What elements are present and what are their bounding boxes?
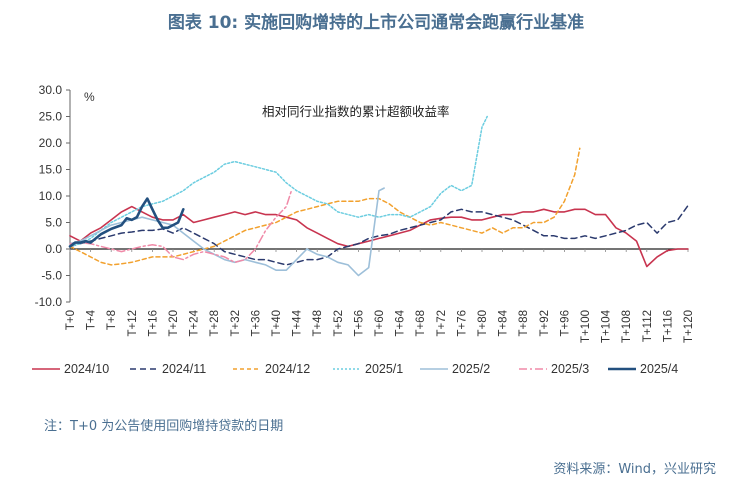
x-tick-label: T+108 bbox=[621, 310, 633, 343]
x-tick-label: T+24 bbox=[189, 309, 201, 336]
x-tick-label: T+40 bbox=[271, 310, 283, 337]
figure-title: 图表 10: 实施回购增持的上市公司通常会跑赢行业基准 bbox=[167, 13, 585, 33]
x-tick-label: T+52 bbox=[333, 310, 345, 337]
legend-label: 2025/4 bbox=[640, 362, 678, 376]
legend-label: 2024/10 bbox=[64, 362, 109, 376]
x-tick-label: T+64 bbox=[395, 309, 407, 336]
legend-label: 2024/11 bbox=[162, 362, 206, 376]
y-tick-label: -5.0 bbox=[41, 269, 62, 283]
y-unit-label: % bbox=[84, 90, 95, 104]
x-tick-label: T+36 bbox=[250, 310, 262, 337]
series-line-2025-4 bbox=[68, 197, 185, 248]
x-tick-label: T+76 bbox=[456, 310, 468, 337]
legend-label: 2025/2 bbox=[452, 362, 490, 376]
legend-label: 2025/1 bbox=[365, 362, 403, 376]
x-tick-label: T+84 bbox=[498, 309, 510, 336]
series-line-2024-10 bbox=[69, 205, 689, 268]
y-tick-label: 10.0 bbox=[39, 189, 63, 203]
x-tick-label: T+48 bbox=[312, 310, 324, 337]
series-line-2024-11 bbox=[69, 204, 689, 266]
x-tick-label: T+44 bbox=[292, 309, 304, 336]
y-tick-label: 0.0 bbox=[45, 242, 62, 256]
x-tick-label: T+60 bbox=[374, 310, 386, 337]
x-tick-label: T+0 bbox=[65, 310, 77, 330]
y-tick-label: -10.0 bbox=[35, 295, 63, 309]
y-tick-label: 30.0 bbox=[39, 83, 63, 97]
x-tick-label: T+28 bbox=[209, 310, 221, 337]
x-tick-label: T+100 bbox=[580, 310, 592, 343]
y-tick-label: 20.0 bbox=[39, 136, 63, 150]
series-line-2024-12 bbox=[69, 147, 581, 266]
x-tick-label: T+12 bbox=[127, 310, 139, 337]
legend-label: 2024/12 bbox=[265, 362, 310, 376]
x-tick-label: T+16 bbox=[147, 310, 159, 337]
x-tick-label: T+68 bbox=[415, 310, 427, 337]
source-note: 资料来源：Wind，兴业研究 bbox=[553, 462, 716, 477]
x-tick-label: T+4 bbox=[86, 309, 98, 330]
y-tick-label: 5.0 bbox=[45, 216, 62, 230]
x-tick-label: T+20 bbox=[168, 310, 180, 337]
x-tick-label: T+116 bbox=[662, 310, 674, 342]
x-tick-label: T+112 bbox=[642, 310, 654, 342]
chart-annotation: 相对同行业指数的累计超额收益率 bbox=[262, 104, 450, 119]
x-tick-label: T+56 bbox=[353, 310, 365, 337]
x-tick-label: T+88 bbox=[518, 310, 530, 337]
y-tick-label: 15.0 bbox=[39, 163, 63, 177]
x-tick-label: T+8 bbox=[106, 310, 118, 330]
x-tick-label: T+104 bbox=[601, 309, 613, 343]
series-line-2025-3 bbox=[69, 189, 293, 264]
series-line-2025-1 bbox=[69, 115, 488, 248]
y-tick-label: 25.0 bbox=[39, 110, 63, 124]
x-tick-label: T+72 bbox=[436, 310, 448, 337]
x-tick-label: T+120 bbox=[683, 310, 695, 343]
x-tick-label: T+80 bbox=[477, 310, 489, 337]
x-tick-label: T+32 bbox=[230, 310, 242, 337]
legend-label: 2025/3 bbox=[551, 362, 589, 376]
x-tick-label: T+92 bbox=[539, 310, 551, 337]
x-tick-label: T+96 bbox=[559, 310, 571, 337]
footnote: 注：T+0 为公告使用回购增持贷款的日期 bbox=[44, 419, 284, 434]
